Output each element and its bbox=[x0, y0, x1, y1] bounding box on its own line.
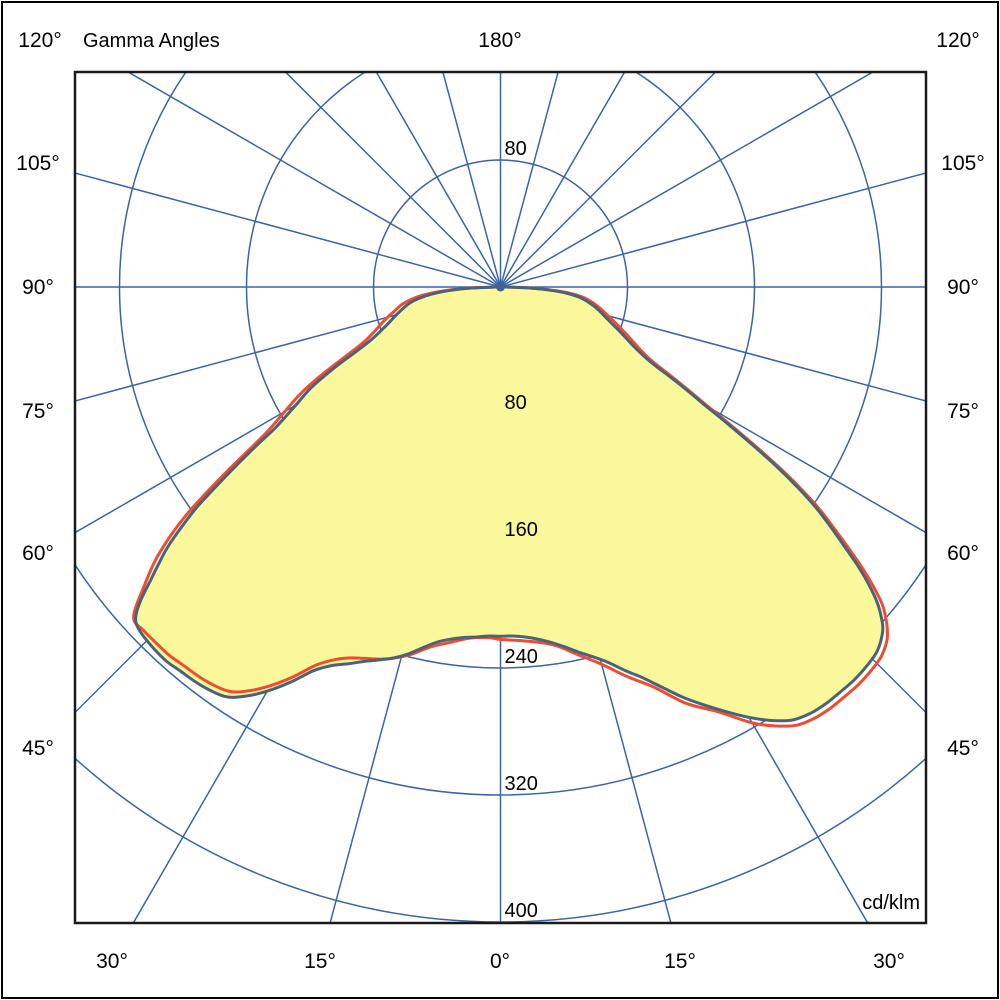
angle-label-top-center: 180° bbox=[478, 29, 521, 52]
angle-label-bottom-0: 0° bbox=[490, 950, 510, 973]
angle-label-bottom-30l: 30° bbox=[96, 950, 128, 973]
angle-label-bottom-15l: 15° bbox=[304, 950, 336, 973]
grid-radial-line bbox=[284, 72, 502, 288]
unit-label: cd/klm bbox=[862, 892, 920, 914]
grid-radial-line bbox=[75, 286, 501, 402]
grid-radial-line bbox=[499, 72, 717, 288]
angle-label-left-90: 90° bbox=[22, 276, 54, 299]
angle-label-right-60: 60° bbox=[947, 542, 979, 565]
angle-label-bottom-30r: 30° bbox=[873, 950, 905, 973]
ring-value-label: 240 bbox=[505, 646, 538, 668]
grid-radial-line bbox=[500, 172, 926, 288]
grid-radial-line bbox=[499, 72, 626, 288]
grid-radial-line bbox=[375, 72, 502, 288]
grid-ring-circle bbox=[118, 72, 883, 669]
grid-radial-line bbox=[500, 286, 926, 402]
ring-value-label: 320 bbox=[505, 773, 538, 795]
angle-label-top-right: 120° bbox=[936, 29, 979, 52]
ring-value-label: 400 bbox=[505, 900, 538, 922]
intensity-distribution-fill bbox=[135, 287, 883, 721]
grid-radial-line bbox=[500, 72, 875, 288]
ring-value-label: 160 bbox=[505, 519, 538, 541]
angle-label-right-105: 105° bbox=[941, 152, 984, 175]
ring-value-labels: 80 160 240 320 400 80 bbox=[505, 138, 538, 922]
ring-value-label-top: 80 bbox=[505, 138, 527, 160]
angle-label-left-60: 60° bbox=[22, 542, 54, 565]
grid-ring-circle bbox=[75, 562, 926, 796]
angle-label-left-75: 75° bbox=[22, 400, 54, 423]
grid-radial-line bbox=[499, 72, 559, 288]
grid-radial-line bbox=[75, 172, 501, 288]
angle-label-right-90: 90° bbox=[947, 276, 979, 299]
angle-label-right-75: 75° bbox=[947, 400, 979, 423]
ring-value-label: 80 bbox=[505, 392, 527, 414]
chart-title: Gamma Angles bbox=[83, 30, 220, 52]
angle-label-left-45: 45° bbox=[22, 737, 54, 760]
angle-label-top-left: 120° bbox=[18, 29, 61, 52]
grid-radial-line bbox=[126, 72, 501, 288]
grid-radial-line bbox=[442, 72, 502, 288]
polar-center-hub bbox=[496, 282, 505, 292]
angle-label-left-105: 105° bbox=[16, 152, 59, 175]
plot-border bbox=[73, 70, 928, 925]
curve-c90-c270 bbox=[134, 285, 885, 723]
angle-label-bottom-15r: 15° bbox=[664, 950, 696, 973]
angle-label-right-45: 45° bbox=[947, 737, 979, 760]
